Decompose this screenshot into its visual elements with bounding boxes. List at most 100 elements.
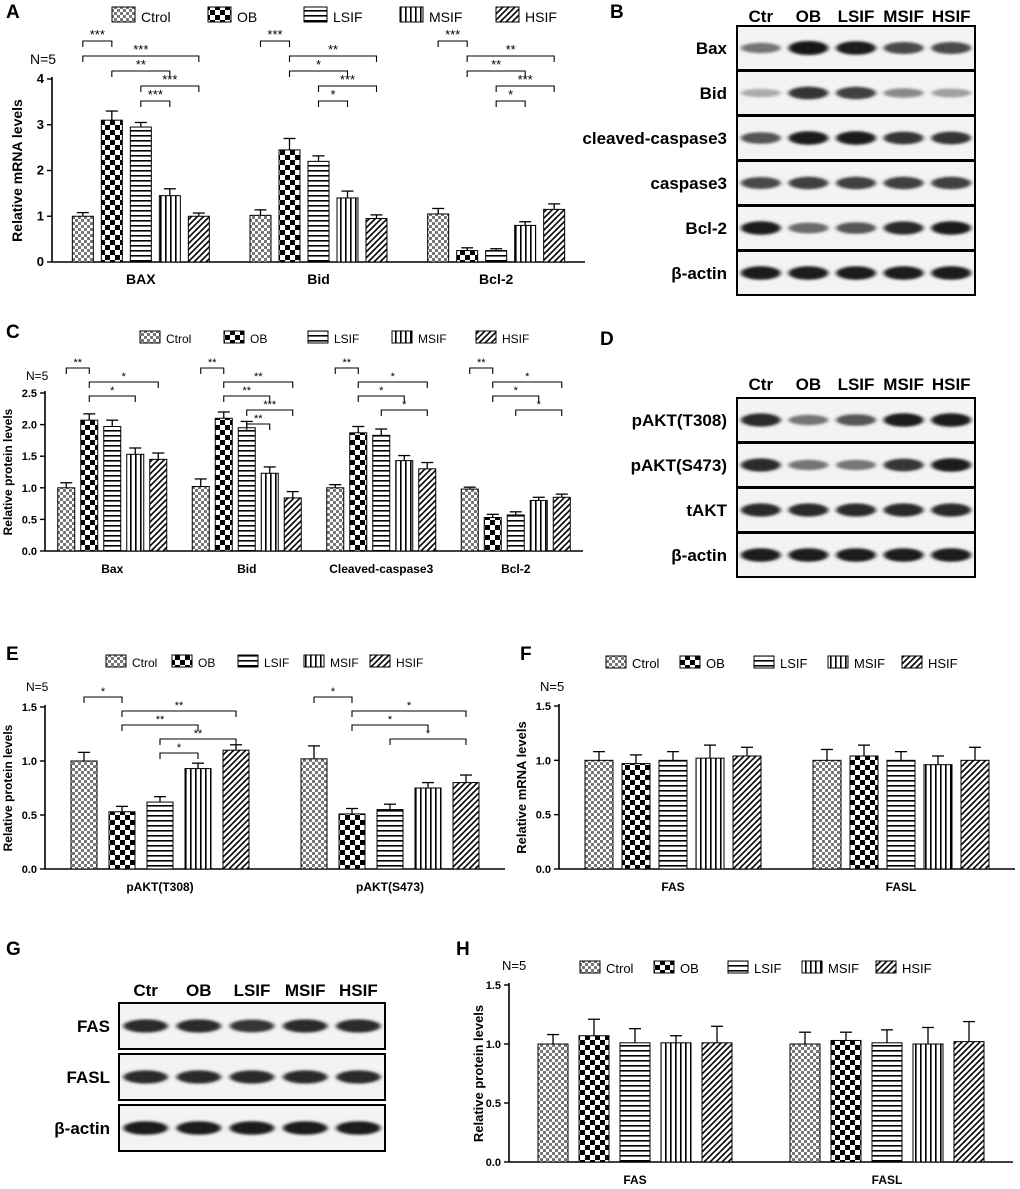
blot-band: [836, 222, 876, 234]
blot-band: [176, 1019, 222, 1033]
x-category-label: Bid: [307, 271, 330, 287]
legend-swatch-lsif: [753, 655, 775, 669]
significance-bracket: [357, 381, 428, 388]
x-category-label: FASL: [872, 1173, 903, 1187]
legend-label-hsif: HSIF: [928, 656, 958, 671]
blot-band: [883, 266, 924, 280]
bar-ctrol: [584, 759, 614, 870]
y-tick-label: 0.5: [22, 810, 37, 822]
panel-label-h: H: [456, 939, 470, 960]
y-tick-label: 2: [37, 163, 44, 178]
significance-bracket: [389, 738, 467, 745]
significance-bracket: [351, 724, 429, 731]
legend-label-ob: OB: [680, 961, 699, 976]
lane-label-lsif: LSIF: [838, 375, 875, 394]
lane-label-msif: MSIF: [285, 981, 326, 1000]
bar-lsif: [307, 160, 330, 263]
significance-bracket: [65, 367, 90, 374]
legend-label-ctrol: Ctrol: [141, 9, 171, 25]
blot-band: [883, 131, 924, 145]
legend-swatch-msif: [399, 6, 424, 23]
significance-label: ***: [267, 27, 282, 42]
significance-bracket: [246, 423, 271, 430]
blot-band: [788, 266, 829, 280]
blot-band: [931, 42, 972, 54]
lane-label-ob: OB: [796, 375, 822, 394]
bar-hsif: [222, 749, 250, 870]
lane-label-ob: OB: [796, 7, 822, 26]
lane-label-hsif: HSIF: [932, 7, 971, 26]
panel-label-g: G: [6, 939, 21, 960]
significance-bracket: [223, 381, 294, 388]
y-tick-label: 1.0: [486, 1039, 501, 1051]
panel-label-f: F: [520, 644, 532, 665]
x-category-label: Bax: [101, 562, 123, 576]
legend-swatch-hsif: [495, 6, 520, 23]
significance-label: ***: [162, 72, 177, 87]
significance-label: **: [477, 357, 486, 369]
bar-msif: [529, 499, 548, 552]
n-label: N=5: [26, 680, 49, 694]
significance-label: *: [426, 728, 431, 740]
significance-bracket: [317, 100, 349, 107]
significance-label: ***: [340, 72, 355, 87]
significance-label: **: [342, 357, 351, 369]
blot-band: [740, 42, 781, 54]
significance-bracket: [83, 696, 123, 703]
bar-lsif: [129, 126, 152, 263]
x-category-label: FAS: [661, 880, 684, 894]
bar-msif: [660, 1042, 692, 1163]
blot-band: [740, 548, 781, 562]
bar-hsif: [701, 1042, 733, 1163]
legend-label-msif: MSIF: [828, 961, 859, 976]
significance-label: *: [331, 686, 336, 698]
bar-msif: [336, 197, 359, 263]
blot-band: [883, 221, 924, 235]
panel-label-c: C: [6, 322, 20, 343]
y-tick-label: 3: [37, 117, 44, 132]
legend-label-msif: MSIF: [429, 9, 462, 25]
significance-bracket: [466, 70, 526, 77]
legend-label-hsif: HSIF: [525, 9, 557, 25]
legend-label-msif: MSIF: [854, 656, 885, 671]
blot-band: [740, 458, 781, 472]
bar-lsif: [237, 427, 256, 552]
significance-label: *: [388, 714, 393, 726]
legend-swatch-ob: [223, 330, 245, 344]
significance-label: ***: [263, 399, 277, 411]
legend-label-msif: MSIF: [418, 332, 447, 346]
significance-bracket: [121, 724, 199, 731]
significance-bracket: [515, 409, 563, 416]
bar-ctrol: [537, 1043, 569, 1163]
blot-band: [282, 1121, 328, 1135]
panel-label-b: B: [610, 2, 624, 23]
lane-label-ob: OB: [186, 981, 212, 1000]
significance-bracket: [111, 70, 171, 77]
blot-band: [931, 88, 972, 98]
significance-label: *: [407, 700, 412, 712]
legend-swatch-hsif: [475, 330, 497, 344]
significance-label: **: [328, 42, 338, 57]
bar-ctrol: [70, 760, 98, 870]
blot-band: [282, 1070, 328, 1084]
significance-label: **: [73, 357, 82, 369]
legend-swatch-lsif: [307, 330, 329, 344]
bar-ob: [483, 517, 502, 552]
legend-swatch-ctrol: [111, 6, 136, 23]
y-tick-label: 1.5: [536, 701, 551, 713]
legend-swatch-ob: [679, 655, 701, 669]
blot-band: [931, 221, 972, 235]
significance-bracket: [82, 40, 113, 47]
significance-label: **: [194, 728, 203, 740]
blot-band: [740, 266, 781, 280]
legend-swatch-ob: [207, 6, 232, 23]
blot-band: [740, 413, 781, 427]
significance-bracket: [317, 85, 378, 92]
significance-label: ***: [148, 87, 163, 102]
legend-label-ctrol: Ctrol: [606, 961, 634, 976]
chart-panel-h: Ctrol OB LSIF MSIF HSIF N=5 0.0 0.5 1.0 1.5 Relati…: [471, 958, 1013, 1187]
blot-band: [336, 1019, 381, 1033]
blot-band: [123, 1070, 168, 1084]
significance-label: *: [391, 371, 396, 383]
y-tick-label: 0.5: [486, 1098, 501, 1110]
